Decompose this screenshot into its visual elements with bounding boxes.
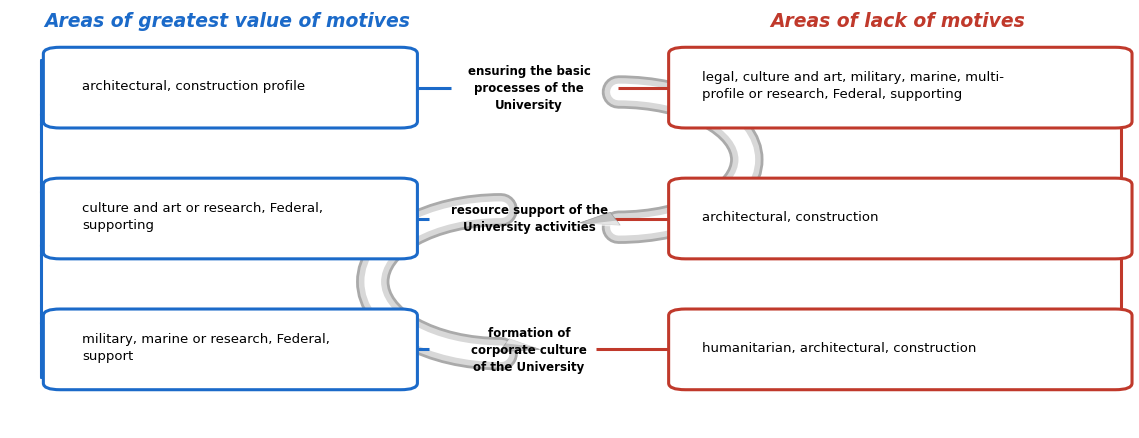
FancyBboxPatch shape bbox=[669, 179, 1132, 259]
Polygon shape bbox=[499, 339, 540, 352]
Text: Areas of greatest value of motives: Areas of greatest value of motives bbox=[44, 12, 410, 31]
Text: architectural, construction: architectural, construction bbox=[702, 210, 878, 223]
Text: humanitarian, architectural, construction: humanitarian, architectural, constructio… bbox=[702, 341, 976, 354]
Text: Areas of lack of motives: Areas of lack of motives bbox=[770, 12, 1025, 31]
FancyBboxPatch shape bbox=[43, 179, 417, 259]
Text: culture and art or research, Federal,
supporting: culture and art or research, Federal, su… bbox=[82, 202, 323, 232]
Polygon shape bbox=[580, 213, 620, 226]
FancyBboxPatch shape bbox=[669, 309, 1132, 390]
Polygon shape bbox=[506, 337, 541, 348]
Polygon shape bbox=[581, 221, 622, 227]
Text: architectural, construction profile: architectural, construction profile bbox=[82, 80, 305, 93]
Text: legal, culture and art, military, marine, multi-
profile or research, Federal, s: legal, culture and art, military, marine… bbox=[702, 71, 1005, 101]
Text: military, marine or research, Federal,
support: military, marine or research, Federal, s… bbox=[82, 332, 330, 362]
Text: formation of
corporate culture
of the University: formation of corporate culture of the Un… bbox=[472, 326, 587, 373]
FancyBboxPatch shape bbox=[669, 48, 1132, 129]
Text: resource support of the
University activities: resource support of the University activ… bbox=[451, 204, 607, 234]
Text: ensuring the basic
processes of the
University: ensuring the basic processes of the Univ… bbox=[468, 65, 590, 112]
FancyBboxPatch shape bbox=[43, 48, 417, 129]
FancyBboxPatch shape bbox=[43, 309, 417, 390]
